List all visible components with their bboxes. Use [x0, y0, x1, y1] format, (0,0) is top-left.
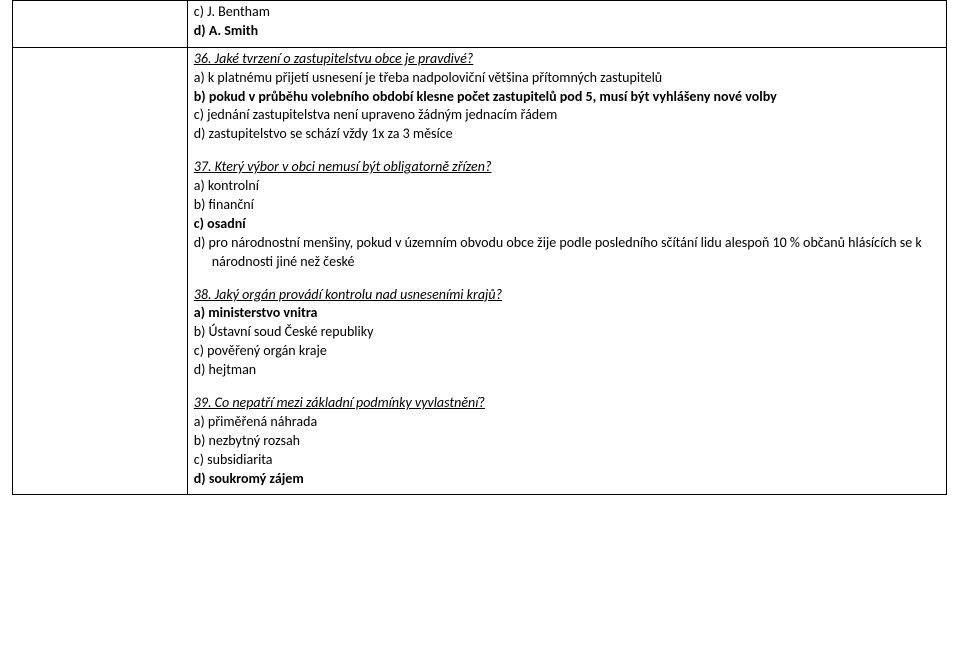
q37-option-a: a) kontrolní	[194, 177, 940, 196]
top-option-c: c) J. Bentham	[194, 3, 940, 22]
top-option-d: d) A. Smith	[194, 22, 940, 41]
q38-option-d: d) hejtman	[194, 361, 940, 380]
q38-prompt: 38. Jaký orgán provádí kontrolu nad usne…	[194, 286, 940, 305]
q38-option-b: b) Ústavní soud České republiky	[194, 323, 940, 342]
q36-option-c: c) jednání zastupitelstva není upraveno …	[194, 106, 940, 125]
q37-option-c: c) osadní	[194, 215, 940, 234]
q38-option-a: a) ministerstvo vnitra	[194, 304, 940, 323]
q39-option-a: a) přiměřená náhrada	[194, 413, 940, 432]
q39-option-d: d) soukromý zájem	[194, 470, 940, 489]
q37-prompt: 37. Který výbor v obci nemusí být obliga…	[194, 158, 940, 177]
q36-prompt: 36. Jaké tvrzení o zastupitelstvu obce j…	[194, 50, 940, 69]
q36-option-a: a) k platnému přijetí usnesení je třeba …	[194, 69, 940, 88]
q36-option-d: d) zastupitelstvo se schází vždy 1x za 3…	[194, 125, 940, 144]
row1-right-cell: c) J. Bentham d) A. Smith	[187, 1, 946, 48]
row2-right-cell: 36. Jaké tvrzení o zastupitelstvu obce j…	[187, 47, 946, 495]
q39-option-c: c) subsidiarita	[194, 451, 940, 470]
row2-left-cell	[13, 47, 188, 495]
q39-option-b: b) nezbytný rozsah	[194, 432, 940, 451]
q38-option-c: c) pověřený orgán kraje	[194, 342, 940, 361]
q36-option-b: b) pokud v průběhu volebního období kles…	[194, 88, 940, 107]
q39-prompt: 39. Co nepatří mezi základní podmínky vy…	[194, 394, 940, 413]
q37-option-b: b) finanční	[194, 196, 940, 215]
row1-left-cell	[13, 1, 188, 48]
q37-option-d: d) pro národnostní menšiny, pokud v územ…	[194, 234, 940, 272]
document-table: c) J. Bentham d) A. Smith 36. Jaké tvrze…	[12, 0, 947, 495]
